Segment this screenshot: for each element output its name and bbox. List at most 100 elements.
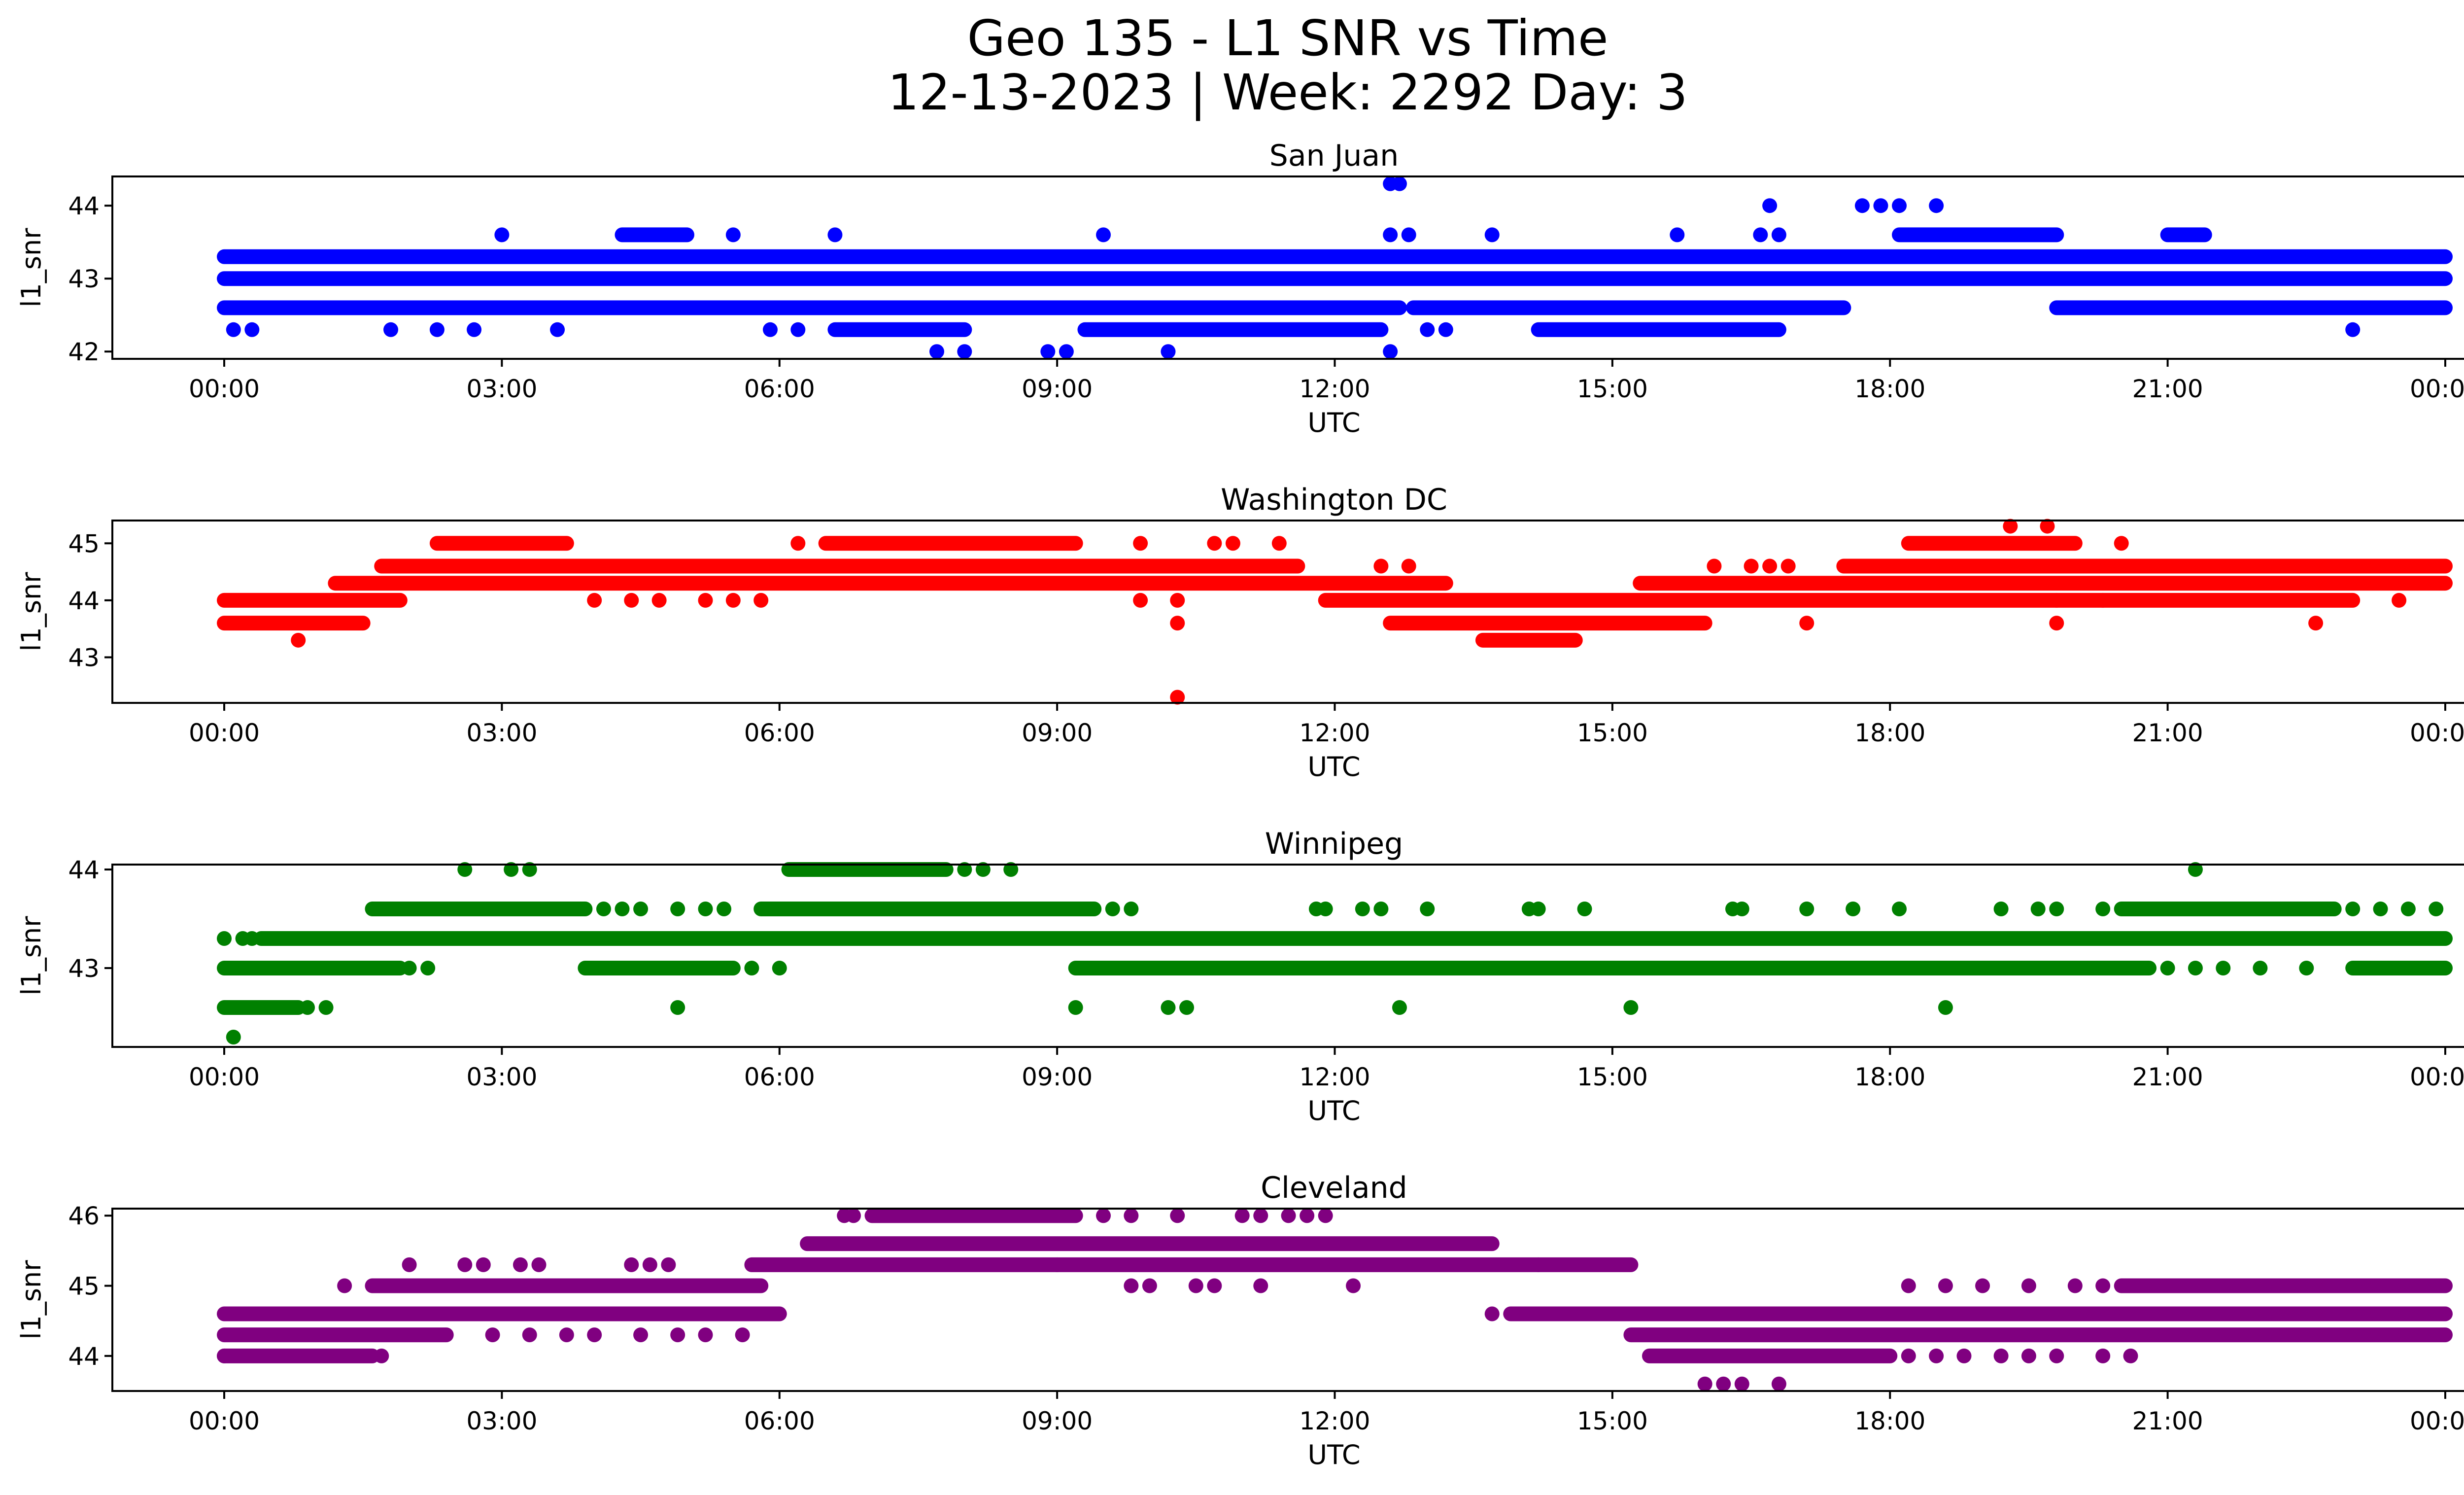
scatter-point xyxy=(420,961,436,975)
scatter-point xyxy=(790,322,806,337)
scatter-point xyxy=(1253,1208,1268,1223)
axes-frame xyxy=(111,864,2464,1048)
scatter-point xyxy=(1892,902,1907,916)
scatter-point xyxy=(698,1327,713,1343)
scatter-point xyxy=(1179,1000,1195,1015)
scatter-point xyxy=(1929,198,1944,213)
scatter-point xyxy=(1318,1208,1333,1223)
scatter-point xyxy=(226,1030,241,1044)
scatter-point xyxy=(1188,1278,1203,1293)
scatter-point xyxy=(735,1327,750,1343)
scatter-point xyxy=(1873,198,1888,213)
scatter-point xyxy=(1993,902,2009,916)
scatter-point xyxy=(670,902,685,916)
scatter-point xyxy=(1771,227,1786,243)
scatter-point xyxy=(1040,344,1056,359)
scatter-point xyxy=(1484,227,1500,243)
scatter-point xyxy=(2095,902,2111,916)
scatter-point xyxy=(513,1257,528,1272)
x-tick-label: 06:00 xyxy=(744,719,815,747)
scatter-point xyxy=(587,592,602,608)
scatter-point xyxy=(1531,902,1546,916)
scatter-point xyxy=(1170,592,1185,608)
x-tick-label: 15:00 xyxy=(1577,1407,1648,1435)
scatter-point xyxy=(383,322,399,337)
scatter-point xyxy=(1059,344,1074,359)
scatter-point xyxy=(661,1257,676,1272)
x-tick-label: 21:00 xyxy=(2132,719,2203,747)
x-tick-label: 00:00 xyxy=(189,719,260,747)
scatter-point xyxy=(670,1327,685,1343)
scatter-point xyxy=(596,902,611,916)
scatter-point xyxy=(522,862,537,877)
scatter-point xyxy=(1420,322,1435,337)
scatter-points xyxy=(217,862,2453,1044)
scatter-point xyxy=(1096,227,1111,243)
x-tick-label: 00:00 xyxy=(189,1063,260,1091)
scatter-point xyxy=(1707,558,1722,574)
scatter-point xyxy=(504,862,519,877)
scatter-point xyxy=(1355,902,1370,916)
scatter-point xyxy=(1096,1208,1111,1223)
scatter-point xyxy=(550,322,565,337)
scatter-point xyxy=(2114,536,2129,551)
scatter-point xyxy=(2345,322,2361,337)
scatter-point xyxy=(651,592,667,608)
figure-title-line1: Geo 135 - L1 SNR vs Time xyxy=(967,9,1608,67)
subplot-cleveland: Cleveland 00:00 03:00 06:00 09:00 12:00 15:00 1… xyxy=(16,1171,2464,1470)
scatter-point xyxy=(2373,902,2388,916)
x-tick-label: 21:00 xyxy=(2132,1407,2203,1435)
scatter-point xyxy=(790,536,806,551)
scatter-point xyxy=(624,1257,639,1272)
y-tick-label: 44 xyxy=(68,192,100,220)
scatter-point xyxy=(1401,558,1416,574)
scatter-point xyxy=(642,1257,657,1272)
subplot-winnipeg: Winnipeg 00:00 03:00 06:00 09:00 12:00 15:00 18… xyxy=(16,827,2464,1126)
scatter-point xyxy=(1383,227,1398,243)
scatter-point xyxy=(300,1000,315,1015)
scatter-point xyxy=(2392,592,2407,608)
scatter-point xyxy=(2095,1348,2111,1363)
scatter-point xyxy=(670,1000,685,1015)
scatter-point xyxy=(929,344,944,359)
scatter-point xyxy=(1373,558,1389,574)
scatter-point xyxy=(1734,902,1749,916)
scatter-point xyxy=(1762,198,1778,213)
scatter-point xyxy=(725,592,741,608)
scatter-point xyxy=(717,902,732,916)
scatter-point xyxy=(217,931,232,946)
scatter-point xyxy=(244,322,260,337)
subplot-title: Cleveland xyxy=(1261,1171,1407,1205)
x-axis-label: UTC xyxy=(1307,1439,1360,1470)
scatter-point xyxy=(1420,902,1435,916)
scatter-point xyxy=(1318,902,1333,916)
y-tick-label: 43 xyxy=(68,954,100,983)
scatter-point xyxy=(494,227,510,243)
x-tick-label: 21:00 xyxy=(2132,1063,2203,1091)
scatter-point xyxy=(1271,536,1287,551)
x-tick-label: 03:00 xyxy=(466,375,537,403)
x-axis-label: UTC xyxy=(1307,751,1360,782)
scatter-point xyxy=(1300,1208,1315,1223)
scatter-point xyxy=(1068,1000,1083,1015)
scatter-point xyxy=(1799,616,1814,631)
scatter-point xyxy=(2308,616,2324,631)
scatter-point xyxy=(2003,519,2018,534)
scatter-point xyxy=(1373,902,1389,916)
scatter-point xyxy=(402,1257,417,1272)
scatter-point xyxy=(1133,592,1148,608)
x-tick-label: 21:00 xyxy=(2132,375,2203,403)
scatter-point xyxy=(615,902,630,916)
subplot-washington-dc: Washington DC 00:00 03:00 06:00 09:00 12:00 15… xyxy=(16,483,2464,782)
scatter-point xyxy=(744,961,759,975)
scatter-point xyxy=(633,902,649,916)
scatter-point xyxy=(1929,1348,1944,1363)
scatter-point xyxy=(1003,862,1019,877)
scatter-point xyxy=(1281,1208,1296,1223)
subplot-title: Washington DC xyxy=(1221,483,1447,517)
scatter-point xyxy=(2345,902,2361,916)
scatter-point xyxy=(1225,536,1240,551)
scatter-point xyxy=(476,1257,491,1272)
scatter-point xyxy=(2188,961,2203,975)
scatter-point xyxy=(753,592,769,608)
